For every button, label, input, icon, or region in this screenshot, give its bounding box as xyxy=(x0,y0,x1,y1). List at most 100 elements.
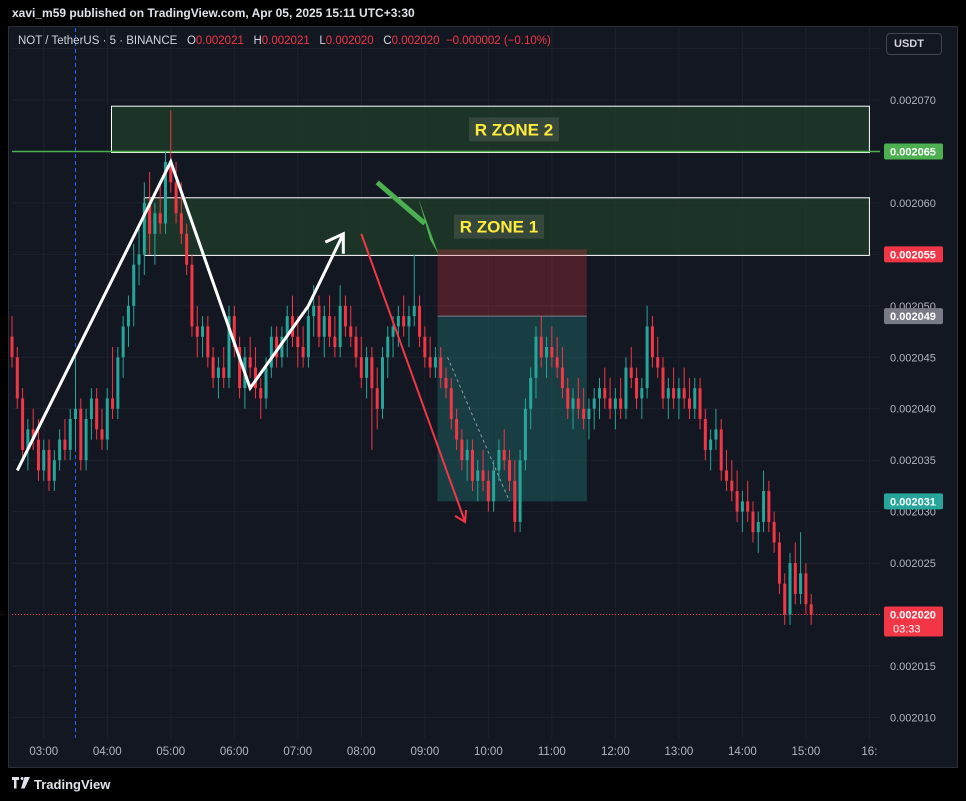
candle-body xyxy=(275,336,279,358)
open-label: O xyxy=(186,35,196,47)
drawings xyxy=(15,157,468,524)
candle-body xyxy=(560,367,564,389)
candle-body xyxy=(566,388,570,409)
high-label: H xyxy=(253,35,262,47)
candle-body xyxy=(725,470,729,481)
green-arrowhead xyxy=(418,198,439,255)
price-label: 0.002065 xyxy=(890,146,936,158)
candle-body xyxy=(545,346,549,358)
candle-body xyxy=(280,336,284,358)
candle-body xyxy=(428,357,432,368)
candle-body xyxy=(804,573,808,605)
change-value: −0.000002 (−0.10%) xyxy=(445,35,551,47)
candle-body xyxy=(36,439,40,471)
candle-body xyxy=(380,357,384,409)
candle-body xyxy=(481,470,485,481)
candle-body xyxy=(513,480,517,522)
price-labels: 0.002065 0.002055 0.002049 0.002031 0.002020… xyxy=(884,143,943,637)
publisher-text: xavi_m59 published on TradingView.com, A… xyxy=(12,6,415,20)
y-tick-label: 0.002010 xyxy=(890,712,936,724)
candle-body xyxy=(449,388,453,420)
candle-body xyxy=(232,316,236,347)
candle-body xyxy=(762,491,766,522)
close-value: 0.002020 xyxy=(391,35,440,47)
y-tick-label: 0.002015 xyxy=(890,661,936,673)
candle-body xyxy=(121,326,125,358)
candle-body xyxy=(47,449,51,481)
candle-body xyxy=(470,449,474,481)
candle-body xyxy=(163,161,167,224)
candle-body xyxy=(529,377,533,409)
candle-body xyxy=(84,419,88,461)
candle-body xyxy=(476,470,480,481)
candle-body xyxy=(550,346,554,358)
candle-body xyxy=(735,491,739,512)
candle-body xyxy=(793,563,797,594)
candle-body xyxy=(148,202,152,234)
candlestick-chart[interactable]: R ZONE 2R ZONE 1 0.0020750.0020700.00206… xyxy=(0,0,966,770)
zone-label: R ZONE 1 xyxy=(460,218,538,237)
candle-body xyxy=(227,316,231,378)
candle-body xyxy=(52,460,56,481)
candle-body xyxy=(746,501,750,512)
price-label-bg xyxy=(884,246,943,263)
y-tick-label: 0.002045 xyxy=(890,352,936,364)
candle-body xyxy=(105,398,109,440)
candle-body xyxy=(391,326,395,337)
candle-body xyxy=(74,408,78,420)
price-label: 0.002055 xyxy=(890,249,936,261)
candle-body xyxy=(592,398,596,409)
time-axis[interactable]: 03:00 04:00 05:00 06:00 07:00 08:00 09:00 10:00… xyxy=(29,746,877,758)
candle-body xyxy=(502,449,506,461)
candle-body xyxy=(619,398,623,409)
low-value: 0.002020 xyxy=(325,35,374,47)
price-label-bg xyxy=(884,143,943,160)
symbol-name[interactable]: NOT / TetherUS · 5 · BINANCE xyxy=(18,35,178,47)
candle-body xyxy=(555,357,559,368)
currency-button[interactable]: USDT xyxy=(886,33,942,55)
y-tick-label: 0.002060 xyxy=(890,198,936,210)
candle-body xyxy=(539,336,543,358)
candle-body xyxy=(116,357,120,409)
candle-body xyxy=(508,460,512,481)
candle-body xyxy=(354,336,358,358)
candle-body xyxy=(174,182,178,214)
candle-body xyxy=(518,460,522,522)
candle-body xyxy=(100,429,104,440)
candle-body xyxy=(608,398,612,409)
candle-body xyxy=(370,357,374,389)
tradingview-brand[interactable]: TradingView xyxy=(34,777,111,792)
candle-body xyxy=(640,388,644,399)
tradingview-logo-icon xyxy=(12,777,30,789)
candle-body xyxy=(687,398,691,409)
x-tick-label: 13:00 xyxy=(664,746,693,758)
candle-body xyxy=(672,388,676,399)
zone-label-bg xyxy=(454,214,544,239)
candle-body xyxy=(185,233,189,265)
candle-body xyxy=(206,326,210,358)
trade-path-line xyxy=(447,357,510,502)
candle-body xyxy=(783,583,787,615)
candle-body xyxy=(21,398,25,450)
candle-body xyxy=(603,388,607,399)
candle-body xyxy=(222,367,226,378)
candle-body xyxy=(153,213,157,234)
candle-body xyxy=(10,336,14,358)
candle-body xyxy=(264,367,268,399)
candle-body xyxy=(534,336,538,378)
candle-body xyxy=(359,357,363,378)
y-tick-label: 0.002030 xyxy=(890,507,936,519)
x-tick-label: 04:00 xyxy=(93,746,122,758)
candle-body xyxy=(767,491,771,522)
candle-body xyxy=(132,264,136,306)
candle-body xyxy=(772,521,776,543)
candle-body xyxy=(523,408,527,461)
resistance-zones: R ZONE 2 R ZONE 1 xyxy=(12,105,880,256)
short-position-tool[interactable] xyxy=(437,249,587,502)
candle-body xyxy=(211,357,215,378)
candle-body xyxy=(460,439,464,461)
candle-body xyxy=(126,305,130,327)
candle-body xyxy=(216,367,220,378)
zigzag-arrow-tail xyxy=(307,233,345,307)
candle-body xyxy=(269,336,273,368)
